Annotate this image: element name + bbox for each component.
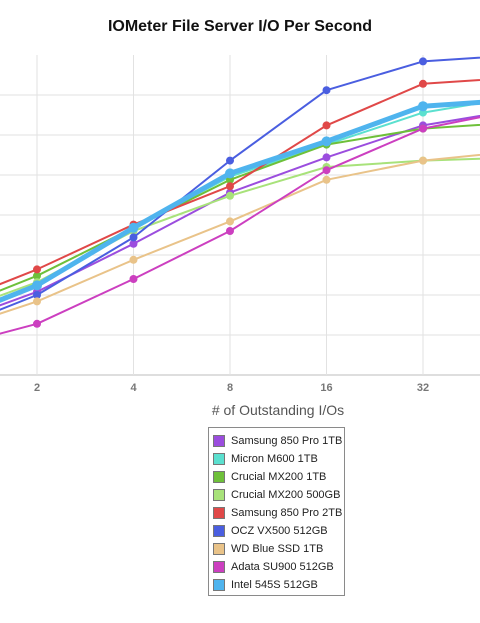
series-line	[0, 153, 480, 315]
legend-item: OCZ VX500 512GB	[213, 522, 344, 540]
data-point	[321, 136, 332, 147]
legend-item: Samsung 850 Pro 2TB	[213, 504, 344, 522]
legend-swatch	[213, 489, 225, 501]
legend-label: Samsung 850 Pro 2TB	[231, 507, 343, 519]
legend-swatch	[213, 543, 225, 555]
data-point	[226, 217, 234, 226]
data-point	[322, 86, 331, 95]
legend-swatch	[213, 561, 225, 573]
data-point	[322, 166, 331, 175]
legend-item: Micron M600 1TB	[213, 450, 344, 468]
legend-label: Samsung 850 Pro 1TB	[231, 435, 343, 447]
series-wd-blue-ssd-1tb	[0, 153, 480, 315]
legend-swatch	[213, 507, 225, 519]
data-point	[322, 175, 331, 184]
x-tick-label: 32	[417, 382, 429, 394]
legend-swatch	[213, 579, 225, 591]
legend-label: OCZ VX500 512GB	[231, 525, 328, 537]
data-point	[226, 156, 234, 165]
series-crucial-mx200-500gb	[0, 156, 480, 297]
x-tick-label: 16	[320, 382, 332, 394]
data-point	[419, 124, 427, 133]
grid-lines	[0, 55, 480, 376]
legend-swatch	[213, 435, 225, 447]
data-point	[33, 297, 41, 306]
legend-item: WD Blue SSD 1TB	[213, 540, 344, 558]
data-point	[419, 156, 427, 165]
legend-label: Adata SU900 512GB	[231, 561, 334, 573]
legend-item: Adata SU900 512GB	[213, 558, 344, 576]
series-intel-545s-512gb	[0, 99, 480, 303]
legend-item: Samsung 850 Pro 1TB	[213, 432, 344, 450]
legend-item: Crucial MX200 500GB	[213, 486, 344, 504]
series-line	[0, 114, 480, 307]
legend-swatch	[213, 453, 225, 465]
legend: Samsung 850 Pro 1TB Micron M600 1TB Crucia…	[208, 427, 345, 596]
data-point	[128, 222, 139, 233]
x-tick-labels: 2 4 8 16 32	[34, 382, 429, 394]
series-line	[0, 157, 480, 297]
series-layer	[0, 56, 480, 335]
data-point	[33, 319, 41, 328]
data-point	[129, 275, 138, 283]
series-line	[0, 116, 480, 335]
chart-title: IOMeter File Server I/O Per Second	[107, 18, 373, 35]
legend-label: Crucial MX200 1TB	[231, 471, 327, 483]
series-micron-m600-1tb	[0, 102, 480, 300]
series-line	[0, 56, 480, 311]
legend-label: Intel 545S 512GB	[231, 579, 318, 591]
data-point	[322, 121, 331, 130]
x-axis-label: # of Outstanding I/Os	[212, 402, 344, 418]
x-tick-label: 2	[34, 382, 40, 394]
data-point	[419, 79, 427, 88]
data-point	[129, 239, 138, 248]
data-point	[33, 291, 41, 299]
legend-item: Crucial MX200 1TB	[213, 468, 344, 486]
legend-swatch	[213, 471, 225, 483]
x-tick-label: 8	[227, 382, 233, 394]
series-crucial-mx200-1tb	[0, 123, 480, 292]
data-point	[129, 233, 138, 242]
data-point	[419, 57, 427, 66]
data-point	[226, 191, 234, 200]
data-point	[322, 153, 331, 162]
series-adata-su900-512gb	[0, 116, 480, 335]
legend-swatch	[213, 525, 225, 537]
data-point	[418, 101, 428, 112]
series-line	[0, 99, 480, 303]
data-point	[129, 255, 138, 264]
x-tick-label: 4	[130, 382, 137, 394]
legend-label: WD Blue SSD 1TB	[231, 543, 324, 555]
series-ocz-vx500-512gb	[0, 56, 480, 311]
data-point	[32, 280, 42, 291]
data-point	[226, 182, 234, 191]
data-point	[33, 271, 41, 280]
legend-item: Intel 545S 512GB	[213, 576, 344, 594]
data-point	[225, 168, 235, 179]
series-samsung-850-pro-1tb	[0, 114, 480, 307]
data-point	[33, 265, 41, 274]
data-point	[226, 227, 234, 235]
legend-label: Micron M600 1TB	[231, 453, 318, 465]
legend-label: Crucial MX200 500GB	[231, 489, 341, 501]
